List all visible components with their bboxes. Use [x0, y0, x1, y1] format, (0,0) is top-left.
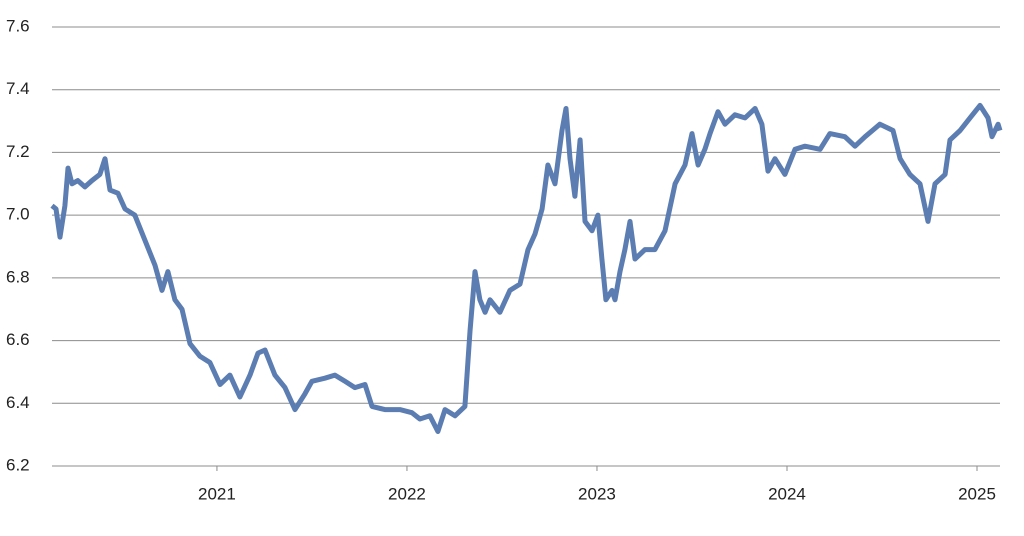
x-tick-label: 2024: [768, 484, 806, 503]
x-tick-label: 2025: [958, 484, 996, 503]
y-tick-label: 6.4: [6, 393, 30, 412]
x-tick-label: 2023: [578, 484, 616, 503]
x-tick-label: 2021: [198, 484, 236, 503]
y-tick-label: 6.2: [6, 455, 30, 474]
y-tick-label: 6.6: [6, 330, 30, 349]
y-tick-label: 7.0: [6, 205, 30, 224]
y-tick-label: 7.4: [6, 79, 30, 98]
line-series: [50, 102, 1003, 434]
x-tick-label: 2022: [388, 484, 426, 503]
y-tick-label: 7.6: [6, 16, 30, 35]
y-tick-label: 7.2: [6, 142, 30, 161]
y-tick-label: 6.8: [6, 267, 30, 286]
